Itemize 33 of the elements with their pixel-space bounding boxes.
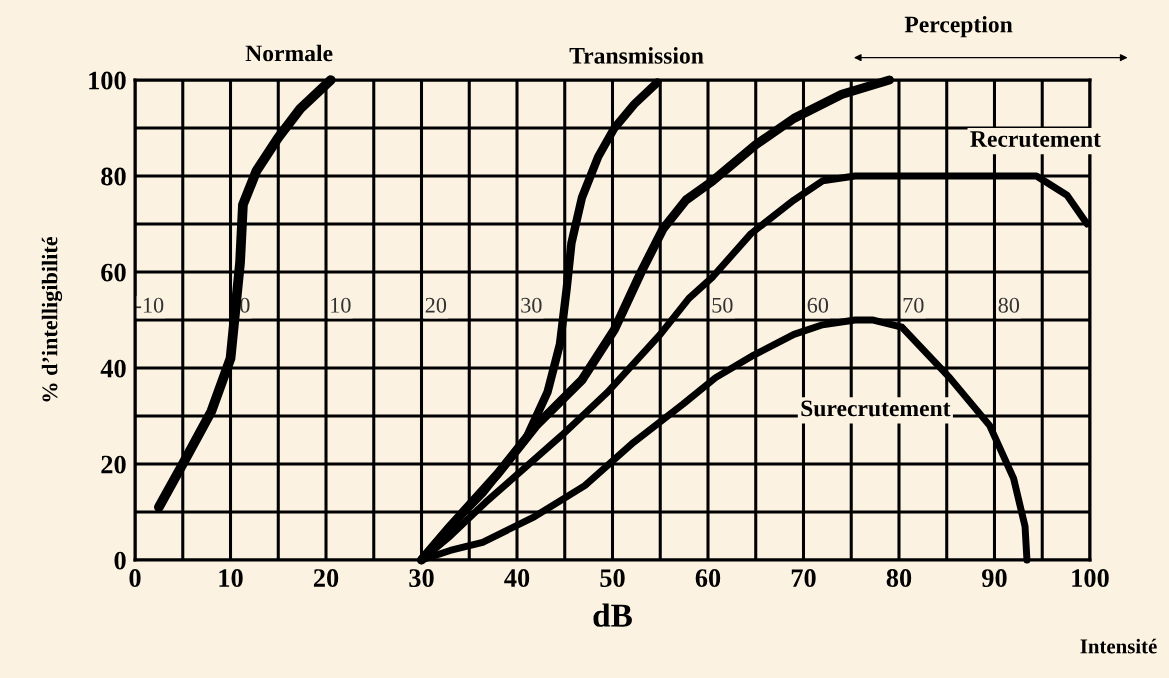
series-label: Recrutement bbox=[970, 131, 1101, 148]
series-label: Normale bbox=[245, 44, 333, 62]
x2-tick-label: 30 bbox=[521, 297, 542, 313]
y-tick-label: 40 bbox=[100, 359, 126, 378]
x-tick-label: 90 bbox=[982, 569, 1007, 587]
x2-tick-label: 20 bbox=[425, 297, 447, 313]
x-tick-label: 100 bbox=[1072, 569, 1109, 587]
x2-tick-label: 10 bbox=[331, 297, 351, 313]
x2-tick-label: 0 bbox=[240, 297, 250, 313]
x-tick-label: 20 bbox=[313, 569, 339, 587]
series-label: Surecrutement bbox=[801, 400, 951, 417]
series-label: Transmission bbox=[569, 47, 704, 64]
x-tick-label: 40 bbox=[504, 569, 530, 587]
y-tick-label: 100 bbox=[89, 71, 126, 90]
x2-tick-label: 50 bbox=[712, 297, 733, 313]
x-tick-label: 60 bbox=[695, 569, 721, 587]
x-tick-label: 50 bbox=[600, 569, 625, 587]
x-tick-label: 0 bbox=[129, 569, 141, 587]
y-tick-label: 0 bbox=[114, 551, 126, 570]
x2-tick-label: 70 bbox=[903, 297, 924, 313]
y-tick-label: 60 bbox=[101, 263, 126, 282]
x-axis-title: dB bbox=[593, 603, 632, 627]
y-tick-label: 80 bbox=[101, 167, 126, 186]
x2-tick-label: 80 bbox=[998, 297, 1020, 313]
text: Intensité bbox=[1080, 638, 1157, 654]
x-tick-label: 80 bbox=[886, 569, 912, 587]
x-tick-label: 70 bbox=[791, 569, 816, 587]
x2-tick-label: 60 bbox=[807, 297, 829, 313]
y-tick-label: 20 bbox=[101, 455, 126, 474]
x-tick-label: 10 bbox=[219, 569, 243, 587]
text: Perception bbox=[904, 15, 1013, 38]
x-tick-label: 30 bbox=[409, 569, 434, 587]
y-axis-title: % d’intelligibilité bbox=[41, 236, 63, 402]
